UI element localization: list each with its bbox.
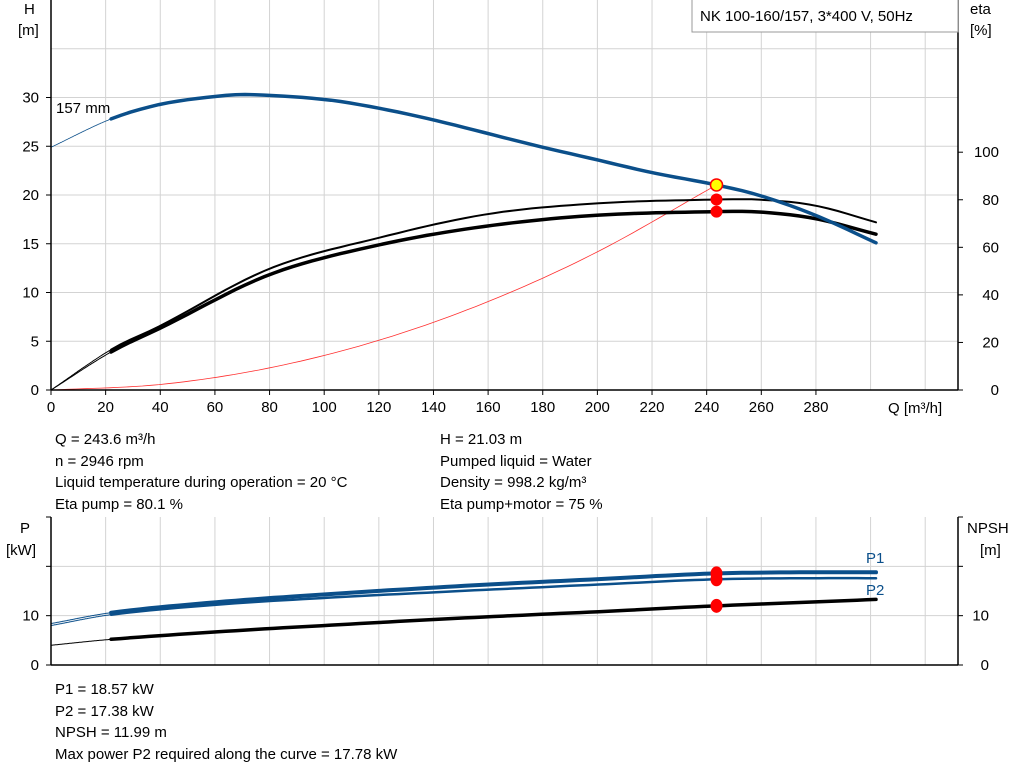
p-axis-label: P	[20, 520, 30, 537]
head-value: H = 21.03 m	[440, 431, 523, 448]
p2-curve-thin	[50, 614, 112, 626]
p1-value: P1 = 18.57 kW	[55, 681, 154, 698]
duty-point-eta	[710, 205, 723, 218]
x-tick-label: 220	[640, 399, 665, 416]
duty-point-eta	[710, 193, 723, 206]
temperature-value: Liquid temperature during operation = 20…	[55, 474, 348, 491]
x-tick-label: 60	[207, 399, 224, 416]
p1-curve-thin	[50, 612, 112, 625]
duty-point-power	[710, 572, 723, 587]
eta-tick-label: 80	[982, 192, 999, 209]
x-tick-label: 200	[585, 399, 610, 416]
duty-point-power	[710, 598, 723, 613]
x-tick-label: 180	[530, 399, 555, 416]
eta-tick-label: 0	[991, 382, 999, 399]
p1-label: P1	[866, 550, 884, 567]
x-tick-label: 120	[366, 399, 391, 416]
npsh-curve	[109, 597, 878, 642]
x-tick-label: 260	[749, 399, 774, 416]
x-tick-label: 40	[152, 399, 169, 416]
eta-pump-value: Eta pump = 80.1 %	[55, 495, 183, 513]
density-value: Density = 998.2 kg/m³	[440, 474, 587, 491]
eta-tick-label: 20	[982, 334, 999, 351]
h-tick-label: 15	[22, 236, 39, 253]
npsh-axis-label: NPSH	[967, 520, 1009, 537]
npsh-axis-unit: [m]	[980, 542, 1001, 559]
h-tick-label: 25	[22, 138, 39, 155]
info-bottom: P1 = 18.57 kW P2 = 17.38 kW NPSH = 11.99…	[55, 679, 397, 765]
p2-value: P2 = 17.38 kW	[55, 702, 154, 720]
npsh-tick-label: 0	[981, 657, 989, 674]
h-tick-label: 20	[22, 187, 39, 204]
eta-total-value: Eta pump+motor = 75 %	[440, 495, 603, 513]
flow-value: Q = 243.6 m³/h	[55, 431, 156, 448]
duty-point-head	[709, 178, 724, 192]
x-tick-label: 240	[694, 399, 719, 416]
x-tick-label: 0	[47, 399, 55, 416]
info-top-left: Q = 243.6 m³/h n = 2946 rpm Liquid tempe…	[55, 429, 347, 515]
system-curve	[50, 184, 717, 391]
h-tick-label: 30	[22, 90, 39, 107]
legend-title: NK 100-160/157, 3*400 V, 50Hz	[700, 8, 913, 25]
speed-value: n = 2946 rpm	[55, 452, 144, 470]
npsh-value: NPSH = 11.99 m	[55, 724, 167, 741]
eta-tick-label: 60	[982, 239, 999, 256]
eta-tick-label: 100	[974, 144, 999, 161]
h-tick-label: 0	[31, 382, 39, 399]
eta-tick-label: 40	[982, 287, 999, 304]
eta-pump-curve	[110, 198, 877, 351]
p1-curve	[109, 570, 878, 615]
h-tick-label: 10	[22, 285, 39, 302]
npsh-tick-label: 10	[972, 608, 989, 625]
max-p2-value: Max power P2 required along the curve = …	[55, 745, 398, 763]
head-curve	[109, 92, 878, 245]
eta-pump-motor-curve	[109, 209, 878, 354]
eta-pump-motor-curve-thin	[50, 351, 112, 391]
impeller-label: 157 mm	[56, 100, 110, 117]
x-tick-label: 280	[803, 399, 828, 416]
eta-axis-label: eta	[970, 1, 992, 18]
legend-box: NK 100-160/157, 3*400 V, 50Hz	[691, 0, 959, 33]
h-tick-label: 5	[31, 333, 39, 350]
p-tick-label: 10	[22, 608, 39, 625]
npsh-curve-thin	[50, 638, 112, 646]
x-tick-label: 140	[421, 399, 446, 416]
x-axis-label: Q [m³/h]	[888, 400, 942, 417]
x-tick-label: 80	[261, 399, 278, 416]
h-axis-label: H	[24, 1, 35, 18]
h-axis-unit: [m]	[18, 22, 39, 39]
p-tick-label: 0	[31, 657, 39, 674]
p2-label: P2	[866, 582, 884, 599]
info-top-right: H = 21.03 m Pumped liquid = Water Densit…	[440, 429, 603, 515]
eta-axis-unit: [%]	[970, 22, 992, 39]
liquid-value: Pumped liquid = Water	[440, 452, 592, 470]
p2-curve	[109, 576, 878, 616]
x-tick-label: 20	[97, 399, 114, 416]
head-curve-thin	[50, 118, 112, 148]
x-tick-label: 100	[312, 399, 337, 416]
p-axis-unit: [kW]	[6, 542, 36, 559]
x-tick-label: 160	[476, 399, 501, 416]
